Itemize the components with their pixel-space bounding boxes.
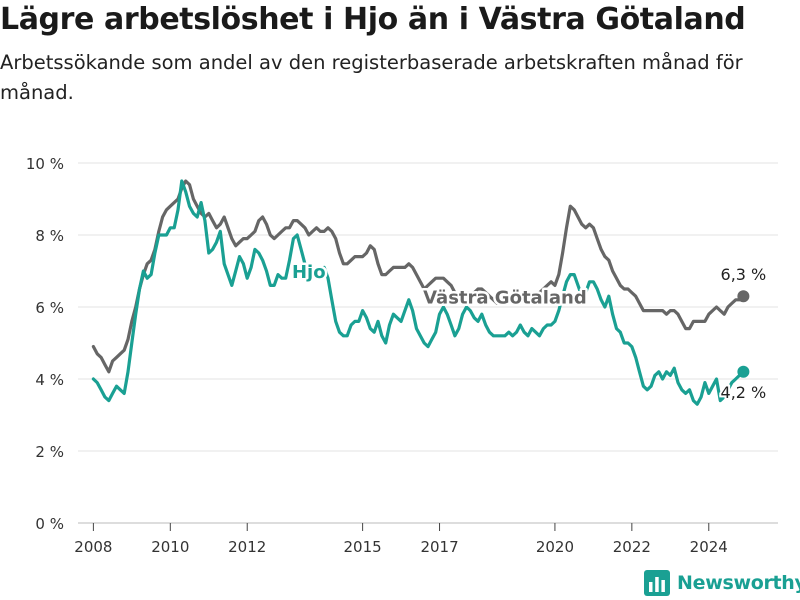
series-line-hjo [91,179,745,406]
series-line-v-stra-g-taland [91,179,745,374]
y-tick-label: 6 % [35,299,64,317]
end-point-marker [737,290,750,303]
grid-lines [78,162,778,524]
x-tick-label: 2015 [344,538,382,556]
series-labels: Hjo Västra Götaland 6,3 % 4,2 % [289,260,768,404]
y-tick-label: 0 % [35,515,64,533]
end-value-label: 4,2 % [721,383,767,402]
series-label: Västra Götaland [423,287,587,308]
end-value-label: 6,3 % [721,265,767,284]
page-title: Lägre arbetslöshet i Hjo än i Västra Göt… [0,2,746,37]
series-lines [91,179,745,406]
y-tick-label: 2 % [35,443,64,461]
x-tick-label: 2022 [613,538,651,556]
y-tick-label: 10 % [26,155,64,173]
x-tick-label: 2010 [151,538,189,556]
end-point-marker [737,365,750,378]
brand-logo: Newsworthy [644,568,800,598]
y-tick-label: 8 % [35,227,64,245]
brand-name: Newsworthy [677,572,800,594]
page-subtitle: Arbetssökande som andel av den registerb… [0,51,743,104]
bar-chart-logo-icon [644,570,670,596]
y-axis: 0 % 2 % 4 % 6 % 8 % 10 % [26,155,64,533]
x-tick-label: 2017 [420,538,458,556]
x-axis: 2008 2010 2012 2015 2017 2020 2022 2024 [74,523,728,556]
y-tick-label: 4 % [35,371,64,389]
x-tick-label: 2024 [690,538,728,556]
x-tick-label: 2008 [74,538,112,556]
x-tick-label: 2020 [536,538,574,556]
series-label: Hjo [292,262,326,283]
x-tick-label: 2012 [228,538,266,556]
